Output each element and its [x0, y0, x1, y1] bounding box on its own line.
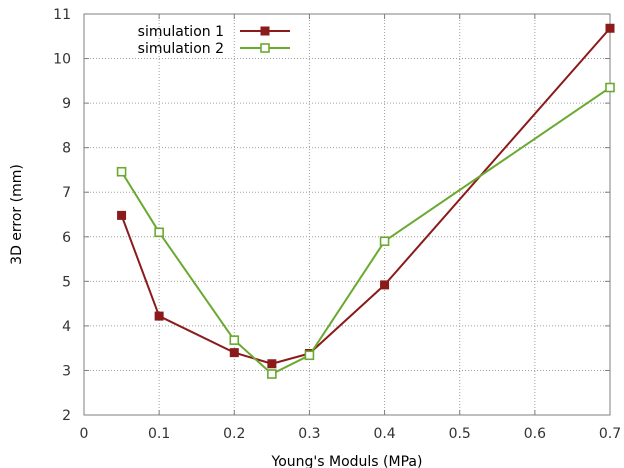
- series-1: [117, 23, 615, 369]
- legend-label: simulation 2: [138, 41, 224, 57]
- y-tick-label: 11: [53, 7, 71, 23]
- y-axis-ticks: 2 3 4 5 6 7 8 9 10 11: [53, 7, 610, 424]
- y-tick-label: 9: [62, 96, 71, 112]
- x-tick-label: 0.6: [524, 426, 546, 442]
- data-point: [380, 280, 390, 290]
- data-point: [116, 166, 127, 177]
- x-tick-label: 0.7: [599, 426, 621, 442]
- y-tick-label: 6: [62, 230, 71, 246]
- x-tick-label: 0: [80, 426, 89, 442]
- x-axis-label: Young's Moduls (MPa): [271, 454, 423, 468]
- legend-entry: simulation 1: [138, 24, 290, 40]
- x-tick-label: 0.5: [449, 426, 471, 442]
- y-tick-label: 7: [62, 185, 71, 201]
- data-point: [267, 359, 277, 369]
- series-line: [120, 86, 611, 376]
- series-2: [116, 82, 615, 379]
- data-point: [267, 369, 277, 379]
- data-point: [304, 350, 315, 361]
- y-tick-label: 8: [62, 141, 71, 157]
- data-point: [229, 348, 239, 358]
- series-line: [120, 27, 611, 365]
- data-point: [229, 335, 240, 345]
- legend-label: simulation 1: [138, 24, 224, 40]
- x-tick-label: 0.2: [223, 426, 245, 442]
- legend-entry: simulation 2: [138, 41, 290, 57]
- x-axis-ticks: 0 0.1 0.2 0.3 0.4 0.5 0.6 0.7: [80, 14, 621, 442]
- y-tick-label: 3: [62, 363, 71, 379]
- data-point: [117, 210, 127, 220]
- data-point: [379, 236, 390, 247]
- y-tick-label: 2: [62, 408, 71, 424]
- x-tick-label: 0.1: [148, 426, 170, 442]
- grid: [84, 14, 610, 415]
- data-point: [605, 82, 615, 93]
- legend-marker: [260, 26, 270, 36]
- plot-frame: [83, 13, 611, 416]
- data-point: [154, 227, 164, 238]
- data-point: [605, 23, 615, 33]
- x-tick-label: 0.4: [373, 426, 395, 442]
- data-point: [154, 311, 164, 321]
- legend-marker: [260, 43, 270, 53]
- y-axis-label: 3D error (mm): [9, 164, 25, 265]
- series: [116, 23, 615, 379]
- y-tick-label: 5: [62, 274, 71, 290]
- y-tick-label: 4: [62, 319, 71, 335]
- x-tick-label: 0.3: [298, 426, 320, 442]
- y-tick-label: 10: [53, 52, 71, 68]
